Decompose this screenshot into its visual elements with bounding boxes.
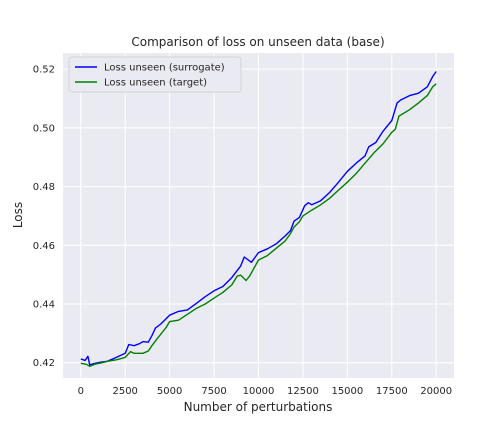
y-tick-label: 0.46 [33,241,55,252]
ticks: 0 2500 5000 7500 10000 12500 15000 17500 20000 0.… [33,65,452,397]
legend-label: Loss unseen (target) [104,78,207,89]
y-tick-label: 0.50 [33,123,55,134]
y-tick-label: 0.48 [33,182,55,193]
series-layer [80,71,437,367]
legend-box [68,56,242,93]
x-tick-label: 17500 [376,386,408,397]
series-line-surrogate [80,71,437,366]
legend-label: Loss unseen (surrogate) [104,63,225,74]
series-line-target [80,83,437,367]
x-tick-label: 20000 [420,386,452,397]
y-axis-label: Loss [11,202,25,228]
y-tick-label: 0.52 [33,65,55,76]
x-tick-label: 0 [78,386,84,397]
legend: Loss unseen (surrogate) Loss unseen (targ… [68,56,242,93]
x-tick-label: 2500 [112,386,137,397]
x-tick-label: 7500 [201,386,226,397]
x-tick-label: 15000 [331,386,363,397]
x-tick-label: 10000 [243,386,275,397]
x-axis-label: Number of perturbations [184,400,333,414]
y-tick-label: 0.42 [33,358,55,369]
chart-title: Comparison of loss on unseen data (base) [131,35,384,49]
grid [63,53,454,378]
x-tick-label: 5000 [157,386,182,397]
x-tick-label: 12500 [287,386,319,397]
y-tick-label: 0.44 [33,300,55,311]
